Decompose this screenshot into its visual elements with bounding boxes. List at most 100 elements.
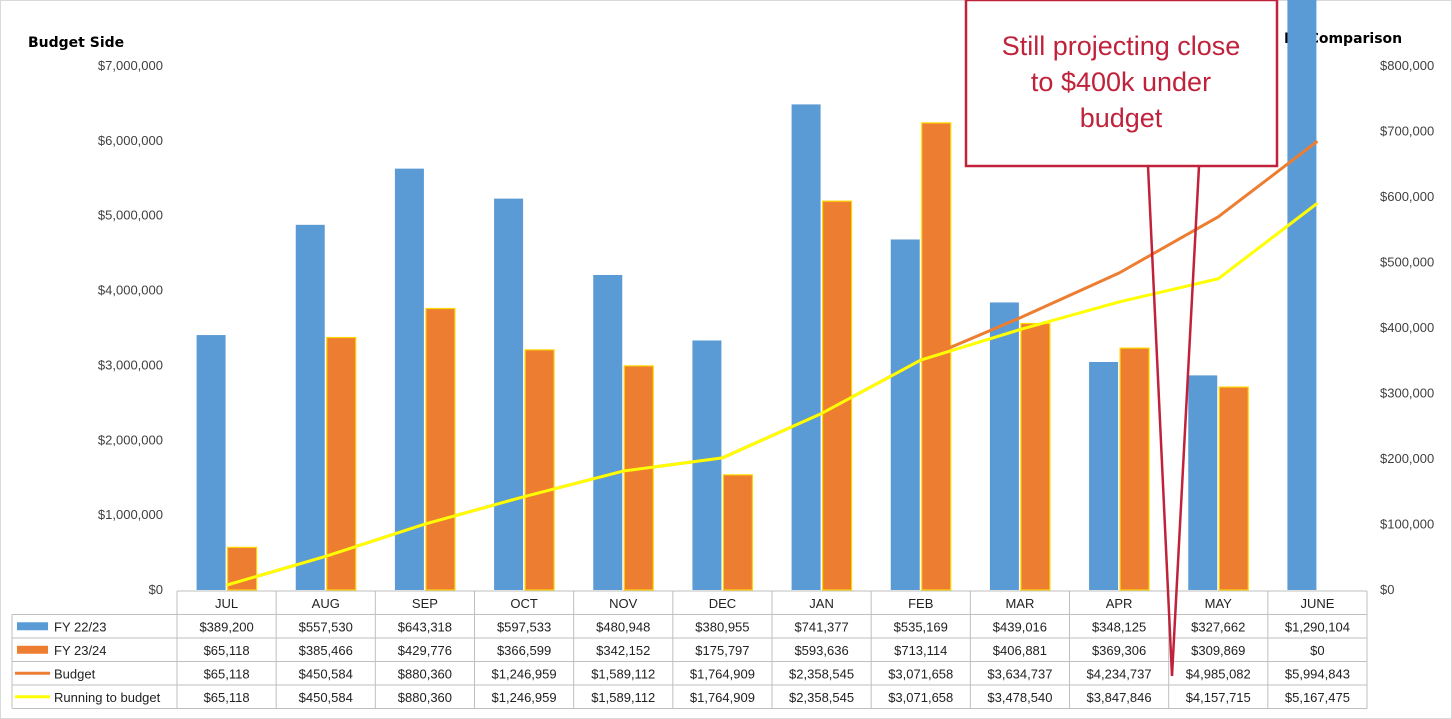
data-label: $406,881: [993, 643, 1047, 658]
category-label: JAN: [809, 596, 834, 611]
right-tick-label: $200,000: [1380, 451, 1434, 466]
data-label: $1,246,959: [492, 666, 557, 681]
category-label: MAY: [1205, 596, 1233, 611]
data-label: $5,167,475: [1285, 690, 1350, 705]
data-label: $1,589,112: [591, 690, 655, 705]
data-label: $369,306: [1092, 643, 1146, 658]
data-label: $65,118: [204, 690, 250, 705]
left-tick-label: $6,000,000: [98, 133, 163, 148]
left-tick-label: $7,000,000: [98, 58, 163, 73]
category-label: MAR: [1005, 596, 1034, 611]
legend-series-name: FY 23/24: [54, 643, 107, 658]
bar-fy-22-23-apr: [1089, 361, 1119, 590]
right-tick-label: $100,000: [1380, 517, 1434, 532]
left-axis: $0 $1,000,000 $2,000,000 $3,000,000 $4,000,0…: [98, 58, 163, 597]
category-label: OCT: [510, 596, 538, 611]
data-label: $309,869: [1191, 643, 1245, 658]
data-label: $4,234,737: [1087, 666, 1152, 681]
line-running-to-budget: [226, 201, 1319, 587]
callout-pointer: [1146, 165, 1201, 677]
category-label: JUL: [215, 596, 238, 611]
bar-fy-23-24-sep: [425, 307, 456, 591]
right-tick-label: $300,000: [1380, 386, 1434, 401]
callout-text-line: to $400k under: [1031, 67, 1211, 97]
data-label: $1,764,909: [690, 690, 755, 705]
data-label: $1,290,104: [1285, 619, 1350, 634]
right-tick-label: $500,000: [1380, 255, 1434, 270]
bar-fy-23-24-oct: [524, 349, 555, 591]
data-label: $4,157,715: [1186, 690, 1251, 705]
data-label: $597,533: [497, 619, 551, 634]
bar-fy-23-24-dec: [722, 474, 754, 591]
data-label: $2,358,545: [789, 666, 854, 681]
data-label: $380,955: [695, 619, 749, 634]
data-label: $439,016: [993, 619, 1047, 634]
data-label: $65,118: [204, 666, 250, 681]
category-label: JUNE: [1300, 596, 1334, 611]
category-label: NOV: [609, 596, 638, 611]
legend-key-bar: [17, 622, 48, 631]
bar-fy-22-23-dec: [692, 340, 722, 590]
data-label: $450,584: [299, 690, 353, 705]
right-tick-label: $800,000: [1380, 58, 1434, 73]
data-label: $0: [1310, 643, 1324, 658]
category-label: DEC: [709, 596, 736, 611]
data-label: $535,169: [894, 619, 948, 634]
data-label: $3,071,658: [888, 666, 953, 681]
legend-series-name: FY 22/23: [54, 619, 107, 634]
data-label: $713,114: [894, 643, 947, 658]
legend-series-name: Running to budget: [54, 690, 161, 705]
left-tick-label: $2,000,000: [98, 432, 163, 447]
data-label: $65,118: [204, 643, 250, 658]
left-tick-label: $1,000,000: [98, 507, 163, 522]
bar-fy-22-23-sep: [394, 168, 424, 590]
bar-fy-23-24-may: [1218, 386, 1249, 591]
data-label: $880,360: [398, 690, 452, 705]
callout-text-line: Still projecting close: [1002, 31, 1241, 61]
callout-box: [964, 0, 1279, 168]
data-label: $327,662: [1191, 619, 1245, 634]
data-label: $1,764,909: [690, 666, 755, 681]
data-label: $1,246,959: [492, 690, 557, 705]
data-label: $5,994,843: [1285, 666, 1350, 681]
right-tick-label: $700,000: [1380, 124, 1434, 139]
left-tick-label: $0: [149, 582, 163, 597]
callout: Still projecting close to $400k under budg…: [964, 0, 1279, 677]
data-label: $4,985,082: [1186, 666, 1251, 681]
data-label: $557,530: [299, 619, 353, 634]
bar-fy-22-23-nov: [593, 274, 623, 590]
callout-text-line: budget: [1080, 103, 1163, 133]
bar-fy-22-23-mar: [989, 302, 1019, 590]
right-tick-label: $600,000: [1380, 189, 1434, 204]
legend-series-name: Budget: [54, 666, 96, 681]
category-label: SEP: [412, 596, 438, 611]
data-label: $643,318: [398, 619, 452, 634]
data-label: $3,071,658: [888, 690, 953, 705]
bar-fy-22-23-jan: [791, 104, 821, 590]
data-label: $3,847,846: [1087, 690, 1152, 705]
left-tick-label: $3,000,000: [98, 357, 163, 372]
legend-key-bar: [17, 645, 48, 654]
data-label: $480,948: [596, 619, 650, 634]
bar-fy-23-24-nov: [623, 365, 654, 591]
bar-fy-22-23-aug: [295, 224, 325, 590]
left-tick-label: $4,000,000: [98, 283, 163, 298]
data-label: $342,152: [596, 643, 650, 658]
bar-fy-23-24-apr: [1119, 347, 1150, 591]
bar-fy-22-23-june: [1287, 0, 1317, 590]
category-label: AUG: [312, 596, 340, 611]
bar-fy-23-24-jan: [821, 200, 853, 591]
data-label: $366,599: [497, 643, 551, 658]
bar-fy-23-24-mar: [1020, 322, 1051, 591]
category-label: FEB: [908, 596, 933, 611]
data-label: $389,200: [199, 619, 253, 634]
left-axis-title: Budget Side: [28, 35, 124, 51]
bar-fy-22-23-oct: [494, 198, 524, 590]
data-label: $3,478,540: [987, 690, 1052, 705]
data-label: $3,634,737: [987, 666, 1052, 681]
data-label: $385,466: [299, 643, 353, 658]
data-label: $2,358,545: [789, 690, 854, 705]
category-label: APR: [1106, 596, 1133, 611]
data-label: $741,377: [794, 619, 848, 634]
